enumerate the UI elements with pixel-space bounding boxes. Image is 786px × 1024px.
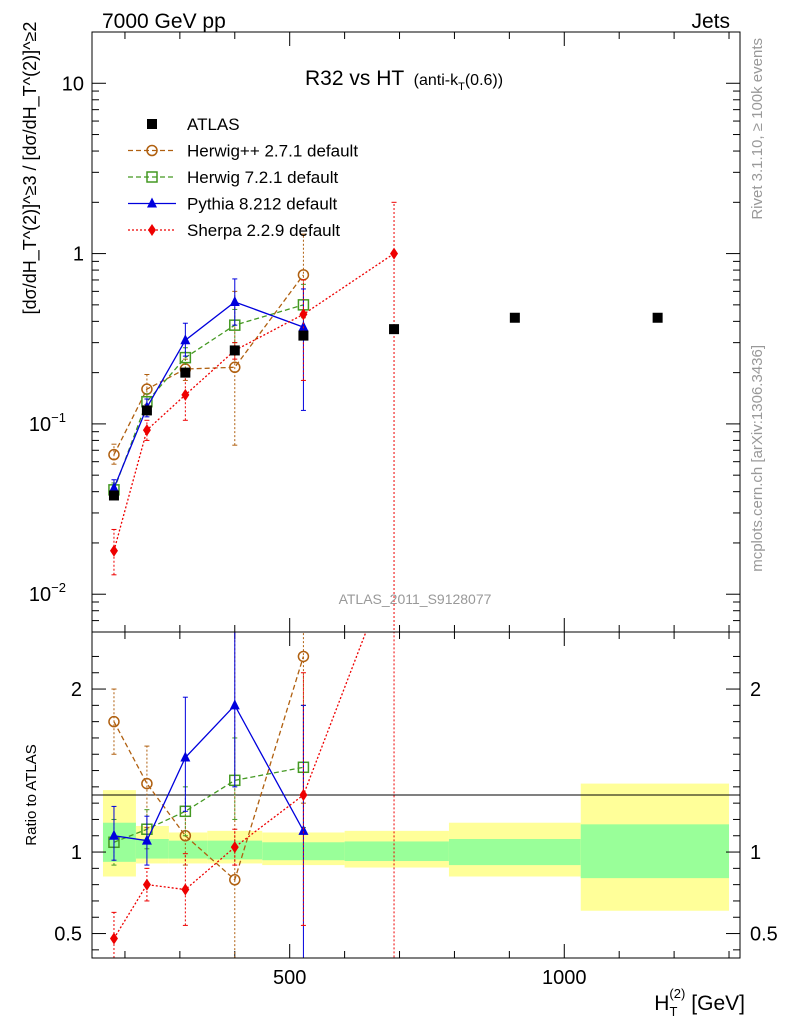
x-axis-label: HT(2) [GeV] xyxy=(654,986,745,1019)
atlas-data-point xyxy=(141,405,152,416)
ratio-inner-band xyxy=(135,839,169,859)
legend-label: Herwig++ 2.7.1 default xyxy=(187,142,358,161)
ratio-herwig-2-7-1-default xyxy=(108,632,310,958)
main-herwig-7-2-1-default xyxy=(108,283,310,498)
ratio-sherpa-2-2-9-default xyxy=(109,553,398,958)
main-point xyxy=(142,424,151,437)
main-point xyxy=(299,308,308,321)
category-label: Jets xyxy=(691,10,730,33)
mcplots-label: mcplots.cern.ch [arXiv:1306.3436] xyxy=(749,345,766,572)
legend-label: Sherpa 2.2.9 default xyxy=(187,221,340,240)
ratio-point xyxy=(229,874,241,886)
ratio-point xyxy=(108,715,120,728)
analysis-label: ATLAS_2011_S9128077 xyxy=(339,591,492,607)
legend-label: Pythia 8.212 default xyxy=(187,195,338,214)
legend-label: ATLAS xyxy=(187,115,240,134)
atlas-data-point xyxy=(229,345,240,356)
ratio-point xyxy=(230,841,239,854)
main-pythia-8-212-default xyxy=(108,278,309,496)
atlas-data-point xyxy=(108,490,119,501)
main-atlas-data xyxy=(108,312,663,501)
legend-marker xyxy=(146,144,158,157)
ratio-point xyxy=(299,789,308,801)
main-point xyxy=(229,295,240,306)
ratio-y-tick-label-right: 0.5 xyxy=(750,924,778,946)
legend-entry-herwig-2-7-1-default: Herwig++ 2.7.1 default xyxy=(128,142,358,161)
main-point xyxy=(108,482,119,493)
main-point xyxy=(229,361,241,374)
main-herwig-2-7-1-default xyxy=(108,233,310,465)
y-tick-label: 1 xyxy=(73,244,84,266)
ratio-line xyxy=(113,632,367,939)
ratio-panel-ticks: 0.5 0.5 1 1 2 2 500 1000 xyxy=(54,632,778,989)
ratio-y-axis-label: Ratio to ATLAS xyxy=(23,744,40,845)
legend-entry-sherpa-2-2-9-default: Sherpa 2.2.9 default xyxy=(128,221,340,240)
ratio-pythia-8-212-default xyxy=(108,632,309,958)
legend-label: Herwig 7.2.1 default xyxy=(187,168,338,187)
ratio-point xyxy=(109,932,118,945)
rivet-version-label: Rivet 3.1.10, ≥ 100k events xyxy=(749,38,766,220)
main-line xyxy=(113,304,304,491)
atlas-data-point xyxy=(389,324,400,335)
atlas-data-point xyxy=(509,312,520,323)
ratio-y-tick-label: 2 xyxy=(71,679,82,701)
ratio-y-tick-label-right: 2 xyxy=(750,679,761,701)
main-point xyxy=(181,388,190,401)
y-tick-label: 10−2 xyxy=(29,580,66,606)
legend-entry-pythia-8-212-default: Pythia 8.212 default xyxy=(128,195,338,214)
main-line xyxy=(113,253,395,551)
ratio-point xyxy=(229,699,240,710)
main-point xyxy=(298,321,309,332)
ratio-point xyxy=(297,650,310,663)
ratio-panel-frame xyxy=(91,631,741,959)
atlas-data-point xyxy=(180,367,191,378)
legend-entry-herwig-7-2-1-default: Herwig 7.2.1 default xyxy=(128,168,338,187)
ratio-point xyxy=(141,834,152,845)
legend-marker xyxy=(148,224,156,236)
ratio-y-tick-label: 1 xyxy=(71,842,82,864)
ratio-uncertainty-bands xyxy=(102,783,730,911)
main-panel-ticks: 10−2 10−1 1 10 xyxy=(29,31,740,633)
legend-marker xyxy=(147,197,157,208)
ratio-point xyxy=(141,777,153,790)
legend-entry-atlas: ATLAS xyxy=(147,115,240,134)
y-tick-label: 10 xyxy=(62,73,84,95)
ratio-point xyxy=(142,878,151,891)
main-line xyxy=(113,274,304,455)
y-tick-label: 10−1 xyxy=(29,410,66,436)
main-point xyxy=(180,334,191,345)
legend-marker xyxy=(146,171,158,183)
plot-title: R32 vs HT (anti-kT(0.6)) xyxy=(305,67,503,93)
ratio-inner-band xyxy=(448,839,581,866)
main-point xyxy=(109,544,118,557)
x-tick-label: 500 xyxy=(273,967,306,989)
y-axis-label: [dσ/dH_T^(2)]^≥3 / [dσ/dH_T^(2)]^≥2 xyxy=(20,22,41,315)
legend: ATLAS Herwig++ 2.7.1 default Herwig 7.2.1 … xyxy=(128,115,358,240)
energy-label: 7000 GeV pp xyxy=(102,10,226,33)
legend-marker xyxy=(147,119,157,129)
ratio-inner-band xyxy=(344,841,449,862)
ratio-point xyxy=(181,883,190,896)
main-panel-series xyxy=(108,201,663,632)
ratio-panel-series xyxy=(108,553,398,958)
main-point xyxy=(108,448,120,461)
ratio-y-tick-label: 0.5 xyxy=(54,924,82,946)
ratio-point xyxy=(180,751,191,762)
x-tick-label: 1000 xyxy=(542,967,587,989)
atlas-data-point xyxy=(298,330,309,341)
ratio-point xyxy=(298,824,309,835)
main-point xyxy=(390,247,399,260)
ratio-inner-band xyxy=(168,840,208,859)
ratio-point xyxy=(108,829,119,840)
ratio-y-tick-label-right: 1 xyxy=(750,842,761,864)
ratio-inner-band xyxy=(580,824,730,879)
ratio-point xyxy=(390,553,398,565)
atlas-data-point xyxy=(652,312,663,323)
